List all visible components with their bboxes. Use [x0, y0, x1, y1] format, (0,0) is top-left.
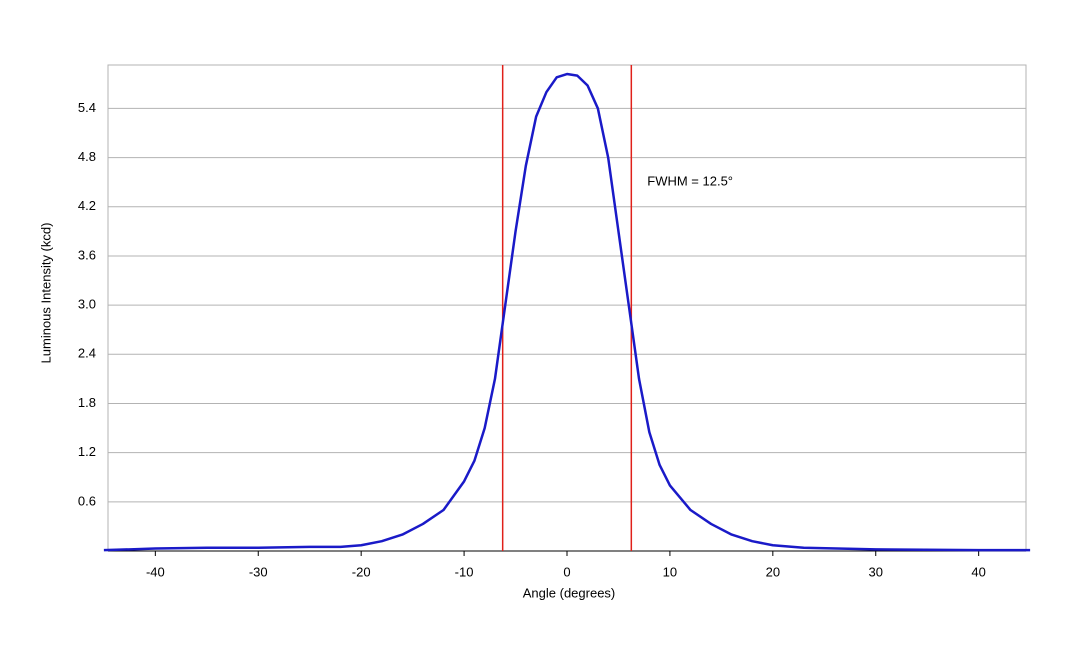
y-tick-label: 2.4 — [78, 346, 96, 361]
x-tick-label: -30 — [249, 564, 268, 579]
y-tick-label: 1.8 — [78, 395, 96, 410]
x-tick-label: -20 — [352, 564, 371, 579]
x-tick-label: 30 — [869, 564, 883, 579]
y-tick-label: 5.4 — [78, 100, 96, 115]
y-tick-label: 4.2 — [78, 198, 96, 213]
x-tick-label: 0 — [563, 564, 570, 579]
x-tick-label: -10 — [455, 564, 474, 579]
y-tick-label: 3.0 — [78, 297, 96, 312]
y-tick-label: 3.6 — [78, 247, 96, 262]
x-tick-label: 20 — [766, 564, 780, 579]
y-tick-label: 0.6 — [78, 493, 96, 508]
x-tick-label: 40 — [971, 564, 985, 579]
annotation: FWHM = 12.5° — [647, 174, 733, 189]
x-tick-label: 10 — [663, 564, 677, 579]
y-tick-label: 4.8 — [78, 149, 96, 164]
y-tick-label: 1.2 — [78, 444, 96, 459]
y-axis-label: Luminous Intensity (kcd) — [38, 223, 53, 364]
data-line — [103, 72, 1031, 552]
plot-frame — [107, 64, 1027, 552]
x-tick-label: -40 — [146, 564, 165, 579]
x-axis-label: Angle (degrees) — [523, 585, 616, 600]
